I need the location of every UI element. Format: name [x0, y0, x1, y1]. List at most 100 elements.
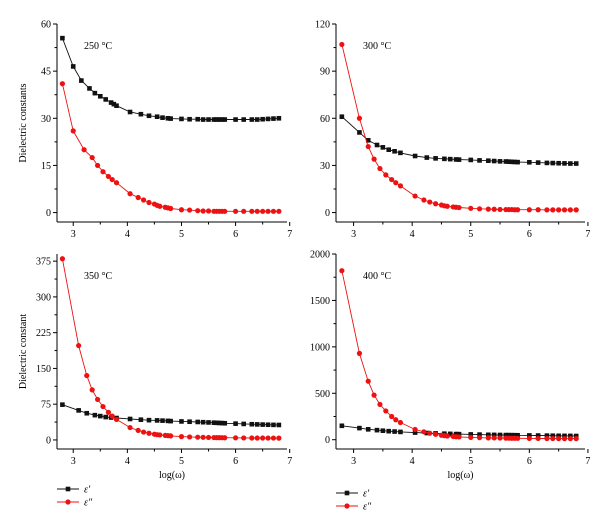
data-point: [468, 434, 474, 440]
data-point: [468, 157, 474, 163]
data-point: [365, 137, 371, 143]
data-point: [357, 130, 362, 135]
data-point: [241, 421, 247, 427]
legend-marker: [344, 490, 350, 496]
x-tick-label: 4: [125, 229, 130, 240]
data-point: [217, 420, 222, 426]
data-point: [512, 159, 517, 165]
y-tick-label: 375: [36, 257, 51, 268]
data-point: [544, 207, 550, 213]
data-point: [386, 147, 392, 153]
data-point: [217, 117, 222, 122]
data-point: [491, 158, 497, 164]
data-point: [550, 435, 556, 442]
y-tick-label: 60: [320, 114, 330, 125]
data-point: [491, 435, 497, 441]
y-tick-label: 1000: [310, 342, 330, 353]
x-tick-label: 6: [527, 229, 532, 240]
data-point: [526, 435, 532, 442]
data-point: [100, 169, 106, 175]
legend-item-eps-real: ε′: [57, 485, 91, 496]
data-point: [84, 372, 90, 379]
data-point: [412, 426, 418, 433]
data-point: [265, 422, 271, 428]
data-point: [276, 435, 282, 441]
x-tick-label: 7: [585, 229, 590, 240]
data-point: [412, 193, 418, 199]
data-point: [127, 109, 133, 115]
data-point: [485, 206, 491, 212]
x-tick-label: 5: [179, 456, 184, 467]
series-line: [341, 270, 577, 440]
x-tick-label: 3: [351, 229, 356, 240]
data-point: [113, 180, 120, 186]
data-point: [97, 413, 103, 419]
data-point: [160, 115, 165, 120]
data-point: [339, 268, 345, 274]
data-point: [453, 157, 459, 162]
data-point: [386, 428, 392, 434]
data-point: [339, 114, 345, 120]
data-point: [265, 435, 271, 441]
data-point: [76, 408, 81, 413]
data-point: [339, 41, 345, 48]
y-tick-label: 0: [46, 435, 51, 446]
data-point: [526, 207, 532, 213]
x-tick-label: 3: [351, 456, 356, 467]
data-point: [383, 172, 389, 178]
data-point: [424, 155, 430, 160]
data-point: [389, 413, 395, 420]
data-point: [89, 154, 95, 161]
data-point: [219, 420, 225, 426]
data-point: [186, 207, 193, 213]
data-point: [205, 208, 212, 214]
data-point: [92, 90, 98, 96]
y-tick-label: 60: [41, 20, 51, 31]
data-point: [195, 419, 201, 425]
data-point: [427, 430, 433, 436]
legend-item-eps-imag: ε″: [57, 498, 93, 509]
data-point: [556, 207, 562, 213]
data-point: [100, 403, 106, 410]
series-line: [341, 116, 577, 164]
data-point: [76, 342, 82, 349]
data-point: [270, 208, 277, 214]
series-eps-real: [60, 402, 282, 428]
data-point: [562, 433, 567, 439]
y-tick-label: 75: [41, 400, 51, 411]
data-point: [556, 433, 561, 439]
data-point: [544, 433, 550, 438]
data-point: [186, 434, 193, 440]
data-point: [503, 432, 509, 438]
data-point: [97, 93, 103, 99]
data-point: [222, 117, 228, 122]
data-point: [178, 434, 185, 440]
data-point: [535, 160, 541, 165]
data-point: [412, 153, 418, 159]
data-point: [433, 431, 439, 437]
data-point: [356, 350, 363, 356]
data-point: [477, 432, 482, 437]
series-eps-real: [339, 114, 579, 166]
data-point: [70, 128, 76, 134]
legend-label: ε′: [363, 489, 370, 500]
data-point: [81, 147, 87, 153]
data-point: [70, 64, 76, 69]
series-line: [341, 44, 577, 211]
legend: ε′ ε″: [336, 489, 372, 513]
data-point: [398, 150, 403, 156]
legend-marker: [65, 486, 71, 492]
data-point: [397, 183, 404, 189]
x-tick-label: 6: [233, 456, 238, 467]
data-point: [103, 97, 109, 102]
data-point: [157, 432, 163, 438]
data-point: [562, 161, 567, 166]
data-point: [60, 402, 65, 407]
data-point: [103, 414, 109, 420]
data-point: [453, 431, 459, 437]
data-point: [127, 191, 133, 197]
data-point: [219, 117, 225, 122]
data-point: [339, 423, 345, 429]
data-point: [567, 207, 573, 213]
data-point: [509, 159, 515, 165]
